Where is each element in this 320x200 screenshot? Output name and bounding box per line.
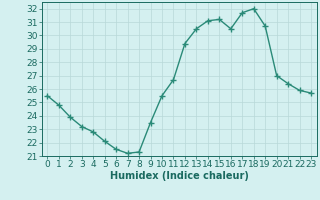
X-axis label: Humidex (Indice chaleur): Humidex (Indice chaleur) (110, 171, 249, 181)
